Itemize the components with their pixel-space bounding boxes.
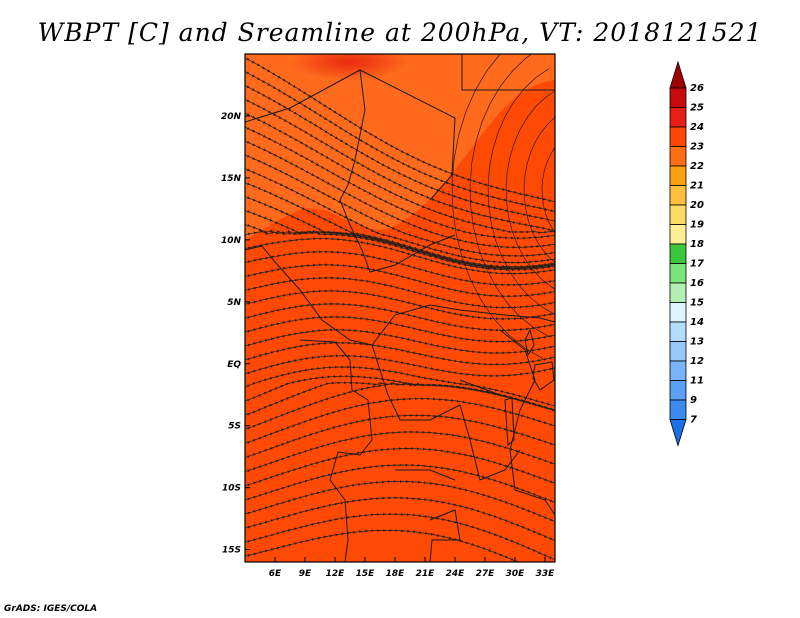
- colorbar-label: 26: [690, 83, 704, 94]
- colorbar-label: 23: [690, 142, 704, 153]
- colorbar-label: 14: [690, 317, 704, 328]
- colorbar-label: 12: [690, 356, 704, 367]
- colorbar-label: 13: [690, 337, 704, 348]
- lon-tick-label: 12E: [326, 569, 346, 579]
- colorbar-swatch: [669, 185, 687, 206]
- colorbar-swatch: [669, 302, 687, 323]
- colorbar-swatch: [669, 87, 687, 108]
- lake-victoria: [504, 328, 555, 447]
- colorbar-label: 11: [690, 376, 704, 387]
- streamline: [469, 54, 550, 337]
- lat-tick-label: 10S: [222, 484, 241, 494]
- lon-tick-label: 30E: [506, 569, 526, 579]
- longitude-axis: 6E 9E 12E 15E 18E 21E 24E 27E 30E 33E: [269, 557, 555, 579]
- colorbar-label: 17: [690, 259, 704, 270]
- colorbar-swatch: [669, 360, 687, 381]
- colorbar-swatch: [669, 126, 687, 147]
- colorbar-swatch: [669, 380, 687, 401]
- streamline: [487, 68, 555, 315]
- colorbar-label: 16: [690, 278, 704, 289]
- colorbar-label: 25: [690, 103, 704, 114]
- lat-tick-label: 15N: [221, 174, 242, 184]
- streamline: [560, 154, 580, 226]
- map-frame: [244, 53, 556, 563]
- lon-tick-label: 9E: [299, 569, 312, 579]
- colorbar-label: 15: [690, 298, 704, 309]
- colorbar-swatch: [669, 321, 687, 342]
- chart-title: WBPT [C] and Sreamline at 200hPa, VT: 20…: [37, 18, 763, 47]
- country-borders: [245, 54, 555, 562]
- colorbar-bottom-arrow: [669, 419, 687, 447]
- lat-tick-label: 5S: [228, 422, 241, 432]
- colorbar-label: 20: [690, 200, 704, 211]
- colorbar-swatch: [669, 146, 687, 167]
- colorbar-swatch: [669, 243, 687, 264]
- streamline: [451, 54, 543, 359]
- streamline: [523, 116, 555, 263]
- colorbar-swatch: [669, 282, 687, 303]
- streamline: [541, 146, 555, 234]
- colorbar-swatch: [669, 107, 687, 128]
- lon-tick-label: 6E: [269, 569, 282, 579]
- lon-tick-label: 24E: [446, 569, 466, 579]
- footer-credit: GrADS: IGES/COLA: [4, 604, 98, 614]
- colorbar-label: 19: [690, 220, 704, 231]
- colorbar-label: 24: [690, 122, 704, 133]
- colorbar-label: 9: [690, 395, 697, 406]
- lon-tick-label: 33E: [536, 569, 556, 579]
- colorbar-swatch: [669, 165, 687, 186]
- colorbar-swatch: [669, 341, 687, 362]
- colorbar-label: 22: [690, 161, 704, 172]
- streamline: [505, 90, 555, 290]
- streamline: [245, 528, 525, 562]
- lon-tick-label: 21E: [416, 569, 436, 579]
- colorbar-swatch: [669, 263, 687, 284]
- colorbar-swatch: [669, 204, 687, 225]
- colorbar: 7 9 11 12 13 14 15 16 17 18 19 20 21 22 23 24 25 26: [669, 60, 704, 447]
- latitude-axis: 20N 15N 10N 5N EQ 5S 10S 15S: [221, 112, 250, 556]
- lat-tick-label: 10N: [221, 236, 242, 246]
- lat-tick-label: 5N: [227, 298, 241, 308]
- lon-tick-label: 18E: [386, 569, 406, 579]
- lat-tick-label: 20N: [221, 112, 242, 122]
- lon-tick-label: 15E: [356, 569, 376, 579]
- wbpt-field-peak: [290, 54, 410, 80]
- colorbar-swatch: [669, 399, 687, 420]
- colorbar-label: 18: [690, 239, 704, 250]
- lon-tick-label: 27E: [476, 569, 496, 579]
- colorbar-swatch: [669, 224, 687, 245]
- colorbar-label: 21: [690, 181, 704, 192]
- colorbar-label: 7: [690, 415, 697, 426]
- lat-tick-label: EQ: [227, 360, 241, 370]
- lat-tick-label: 15S: [222, 546, 241, 556]
- map-plot-area: [245, 54, 580, 562]
- colorbar-top-arrow: [669, 60, 687, 89]
